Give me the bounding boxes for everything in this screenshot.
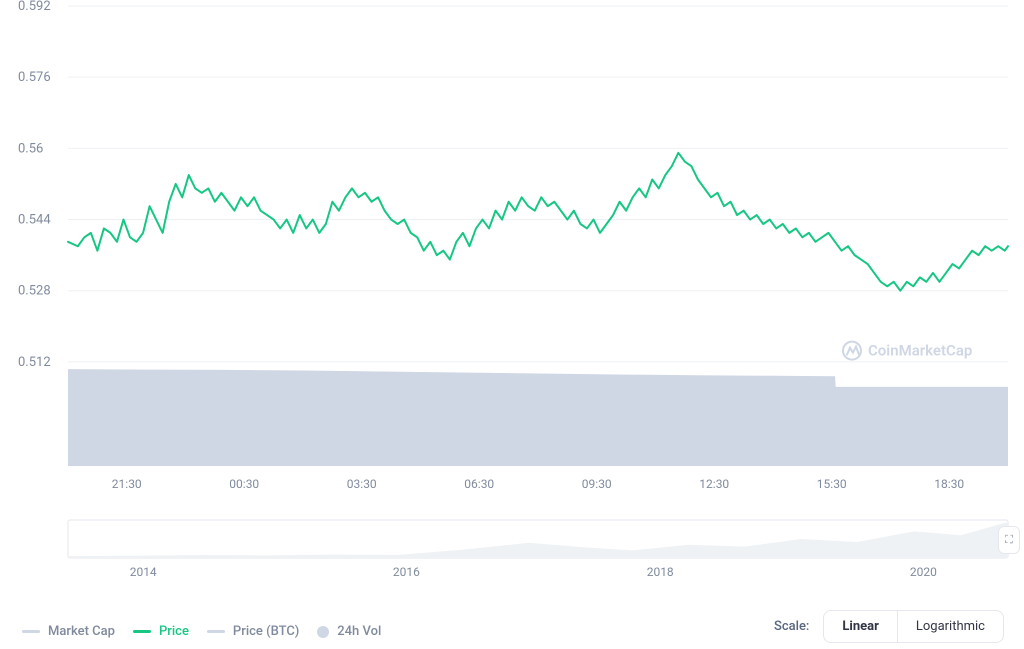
x-tick-label: 06:30 xyxy=(464,477,494,491)
legend-label: 24h Vol xyxy=(337,624,381,639)
x-tick-label: 21:30 xyxy=(112,477,142,491)
x-tick-label: 00:30 xyxy=(229,477,259,491)
legend-swatch xyxy=(317,626,329,638)
chart-svg[interactable]: 0.512 0.528 0.544 0.56 0.576 0.592 21:30 00:30 0… xyxy=(0,0,1024,586)
legend-label: Market Cap xyxy=(48,624,115,639)
y-tick-label: 0.576 xyxy=(18,70,51,85)
x-tick-label: 18:30 xyxy=(934,477,964,491)
legend-item-price[interactable]: Price xyxy=(133,624,189,639)
y-tick-label: 0.512 xyxy=(18,355,51,370)
mini-x-label: 2014 xyxy=(130,565,157,579)
x-tick-label: 15:30 xyxy=(817,477,847,491)
x-tick-label: 09:30 xyxy=(582,477,612,491)
scale-segmented: LinearLogarithmic xyxy=(823,610,1004,643)
mini-timeline-area xyxy=(68,522,1008,558)
legend-swatch xyxy=(22,630,40,633)
volume-area xyxy=(68,369,1008,466)
scale-linear[interactable]: Linear xyxy=(824,611,897,642)
legend-swatch xyxy=(207,630,225,633)
x-tick-label: 12:30 xyxy=(699,477,729,491)
svg-text:CoinMarketCap: CoinMarketCap xyxy=(868,342,972,360)
fullscreen-icon: ⛶ xyxy=(1005,533,1013,547)
legend-item-pricebtc[interactable]: Price (BTC) xyxy=(207,624,299,639)
legend-item-marketcap[interactable]: Market Cap xyxy=(22,624,115,639)
y-tick-label: 0.528 xyxy=(18,284,51,299)
watermark: CoinMarketCap xyxy=(843,342,972,360)
y-tick-label: 0.592 xyxy=(18,0,51,14)
legend-label: Price (BTC) xyxy=(233,624,299,639)
scale-label: Scale: xyxy=(774,619,809,634)
price-line xyxy=(68,153,1008,291)
mini-x-label: 2020 xyxy=(910,565,937,579)
fullscreen-button[interactable]: ⛶ xyxy=(998,526,1020,554)
y-tick-label: 0.544 xyxy=(18,213,51,228)
mini-x-label: 2016 xyxy=(393,565,420,579)
y-tick-label: 0.56 xyxy=(18,141,43,156)
x-tick-label: 03:30 xyxy=(347,477,377,491)
legend-item-vol[interactable]: 24h Vol xyxy=(317,624,381,639)
scale-logarithmic[interactable]: Logarithmic xyxy=(897,611,1003,642)
crypto-price-chart: 0.512 0.528 0.544 0.56 0.576 0.592 21:30 00:30 0… xyxy=(0,0,1024,649)
scale-controls: Scale: LinearLogarithmic xyxy=(774,610,1004,643)
legend-swatch xyxy=(133,630,151,633)
chart-legend: Market Cap Price Price (BTC) 24h Vol xyxy=(22,624,381,639)
mini-x-label: 2018 xyxy=(647,565,674,579)
legend-label: Price xyxy=(159,624,189,639)
